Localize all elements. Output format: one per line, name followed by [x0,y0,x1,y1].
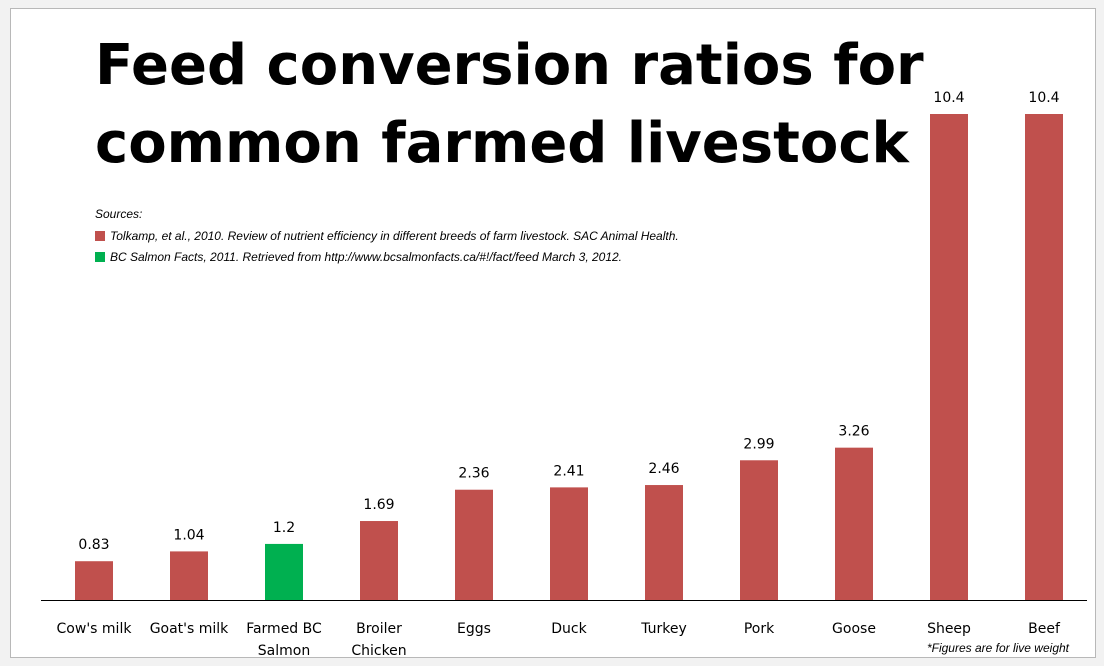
bar-2 [265,543,303,600]
bar-5 [550,487,588,600]
category-label-8-0: Goose [832,621,876,637]
source-item-tolkamp: Tolkamp, et al., 2010. Review of nutrien… [95,229,679,243]
bar-9 [930,114,968,600]
bar-6 [645,485,683,600]
data-label-1: 1.04 [173,527,204,543]
bar-10 [1025,114,1063,600]
data-label-4: 2.36 [458,466,489,482]
category-label-9-0: Sheep [927,621,971,637]
sources-heading: Sources: [95,207,143,221]
data-label-10: 10.4 [1028,90,1059,106]
chart-title-line-1: Feed conversion ratios for [95,33,924,98]
category-label-5-0: Duck [551,621,587,637]
legend-swatch-green [95,252,105,262]
bar-chart: 0.83 Cow's milk 1.04 Goat's milk 1.2 Farmed B… [41,90,1087,658]
bar-8 [835,447,873,600]
data-label-3: 1.69 [363,497,394,513]
chart-title: Feed conversion ratios for common farmed… [95,27,924,183]
chart-title-line-2: common farmed livestock [95,111,909,176]
source-text-bcsalmon: BC Salmon Facts, 2011. Retrieved from ht… [110,250,623,264]
bar-4 [455,489,493,600]
source-item-bcsalmon: BC Salmon Facts, 2011. Retrieved from ht… [95,250,679,264]
category-label-1-0: Goat's milk [150,621,229,637]
category-label-0-0: Cow's milk [57,621,133,637]
category-label-7-0: Pork [744,621,775,637]
data-label-5: 2.41 [553,463,584,479]
bar-3 [360,521,398,600]
bar-0 [75,561,113,600]
data-label-0: 0.83 [78,537,109,553]
category-label-10-0: Beef [1028,621,1061,637]
category-label-3-0: Broiler [356,621,402,637]
chart-frame: Feed conversion ratios for common farmed… [10,8,1096,658]
data-label-9: 10.4 [933,90,964,106]
sources-legend: Sources: Tolkamp, et al., 2010. Review o… [95,207,679,271]
data-label-2: 1.2 [273,520,295,536]
legend-swatch-red [95,231,105,241]
data-label-6: 2.46 [648,461,679,477]
data-label-7: 2.99 [743,436,774,452]
category-label-2-1: Salmon [258,643,310,658]
category-label-3-1: Chicken [351,643,406,658]
bar-1 [170,551,208,600]
category-label-4-0: Eggs [457,621,491,637]
source-text-tolkamp: Tolkamp, et al., 2010. Review of nutrien… [110,229,679,243]
bar-7 [740,460,778,600]
category-label-6-0: Turkey [640,621,687,637]
data-label-8: 3.26 [838,424,869,440]
footnote: *Figures are for live weight [926,641,1069,655]
category-label-2-0: Farmed BC [246,621,322,637]
